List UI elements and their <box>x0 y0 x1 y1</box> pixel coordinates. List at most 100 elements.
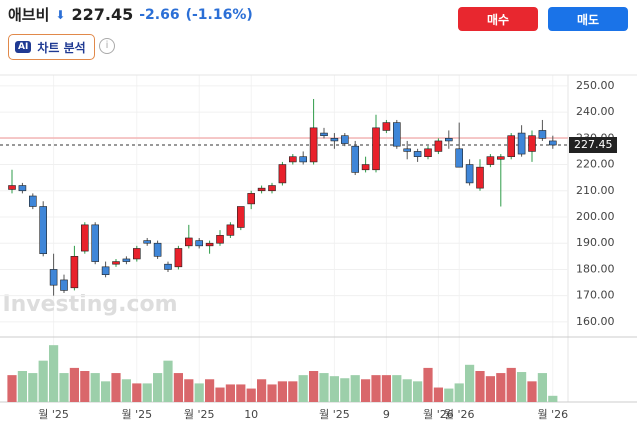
candle-body <box>164 263 172 270</box>
volume-bar <box>121 379 131 402</box>
candle-body <box>268 185 276 192</box>
candle-body <box>496 156 505 160</box>
candle-body <box>444 138 453 142</box>
volume-bar <box>506 367 516 402</box>
candle-body <box>226 224 235 236</box>
volume-bar <box>548 395 558 402</box>
volume-bar <box>402 379 412 402</box>
x-tick-label: 월 '26 <box>537 408 568 421</box>
volume-bar <box>225 384 235 402</box>
volume-bar <box>277 381 287 402</box>
y-tick-label: 250.00 <box>576 79 615 92</box>
candle-body <box>216 235 224 244</box>
volume-bar <box>184 379 194 402</box>
candle-body <box>70 256 79 289</box>
volume-bar <box>423 367 433 402</box>
volume-bar <box>69 367 79 402</box>
candle-body <box>382 122 391 131</box>
volume-bar <box>298 375 308 402</box>
header: 애브비 ⬇ 227.45 -2.66 (-1.16%) <box>8 4 253 25</box>
volume-bar <box>215 387 225 402</box>
volume-bar <box>28 373 38 402</box>
candle-body <box>372 127 380 171</box>
y-tick-label: 240.00 <box>576 105 615 118</box>
candle-body <box>8 185 16 190</box>
volume-bar <box>142 383 152 402</box>
candle-body <box>476 166 484 189</box>
candle-body <box>507 135 516 157</box>
volume-bar <box>361 379 371 402</box>
candle-body <box>153 242 162 257</box>
volume-bar <box>111 373 121 402</box>
volume-bar <box>7 375 17 402</box>
ai-chart-button[interactable]: AI 차트 분석 <box>8 34 95 60</box>
y-tick-label: 210.00 <box>576 184 615 197</box>
volume-bar <box>371 375 381 402</box>
volume-bar <box>101 381 111 402</box>
candle-body <box>257 187 266 192</box>
candle-body <box>133 248 141 260</box>
info-icon[interactable]: i <box>99 38 115 54</box>
volume-bar <box>392 375 402 402</box>
candle-body <box>28 195 37 207</box>
stock-name: 애브비 <box>8 6 50 24</box>
volume-bar <box>517 372 527 402</box>
y-tick-label: 190.00 <box>576 236 615 249</box>
volume-bar <box>80 371 90 402</box>
candle-body <box>361 164 370 171</box>
candle-body <box>299 156 308 163</box>
volume-bar <box>340 378 350 402</box>
candle-body <box>49 269 58 286</box>
volume-bar <box>49 345 59 402</box>
candle-body <box>517 132 526 155</box>
volume-bar <box>288 381 298 402</box>
candle-body <box>101 266 110 275</box>
y-tick-label: 220.00 <box>576 158 615 171</box>
volume-bar <box>319 373 329 402</box>
volume-bar <box>173 373 183 402</box>
y-tick-label: 180.00 <box>576 262 615 275</box>
candle-body <box>403 148 412 152</box>
candle-body <box>424 148 432 157</box>
x-tick-label: 월 '25 <box>184 408 215 421</box>
candle-body <box>195 240 203 247</box>
volume-bar <box>17 371 27 402</box>
change-pct: (-1.16%) <box>185 6 253 23</box>
candle-body <box>112 261 120 265</box>
candle-body <box>465 164 474 184</box>
candle-body <box>548 140 557 146</box>
volume-bar <box>485 376 495 402</box>
volume-bar <box>246 388 256 402</box>
candle-body <box>309 127 318 163</box>
volume-bar <box>59 373 69 402</box>
candle-body <box>81 224 89 252</box>
volume-bar <box>257 379 267 402</box>
candle-body <box>18 185 27 192</box>
volume-bar <box>38 360 48 402</box>
candle-body <box>39 206 48 255</box>
volume-bar <box>267 384 277 402</box>
watermark: Investing.com <box>2 292 177 317</box>
x-tick-label: 월 '25 <box>319 408 350 421</box>
ai-badge: AI <box>15 41 32 53</box>
candle-body <box>288 156 297 163</box>
volume-bar <box>132 383 142 402</box>
candle-body <box>392 122 401 147</box>
volume-bar <box>153 373 163 402</box>
change: -2.66 <box>139 6 180 23</box>
candle-body <box>237 206 245 228</box>
sell-button[interactable]: 매도 <box>548 7 628 31</box>
volume-bar <box>381 375 391 402</box>
x-tick-label: 월 '25 <box>121 408 152 421</box>
volume-bar <box>205 379 215 402</box>
volume-bar <box>194 383 204 402</box>
y-tick-label: 200.00 <box>576 210 615 223</box>
candle-body <box>174 248 183 268</box>
volume-bar <box>90 373 100 402</box>
candle-body <box>340 135 349 144</box>
y-tick-label: 170.00 <box>576 289 615 302</box>
buy-button[interactable]: 매수 <box>458 7 538 31</box>
volume-bar <box>309 371 319 402</box>
